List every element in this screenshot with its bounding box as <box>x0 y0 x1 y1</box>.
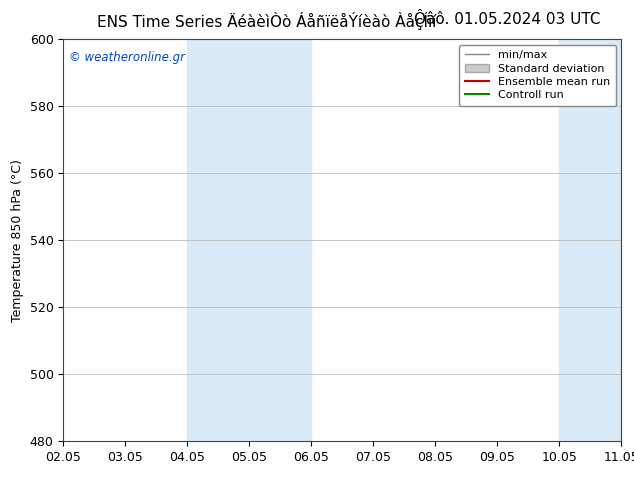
Legend: min/max, Standard deviation, Ensemble mean run, Controll run: min/max, Standard deviation, Ensemble me… <box>459 45 616 106</box>
Bar <box>249 39 311 441</box>
Bar <box>188 39 249 441</box>
Y-axis label: Temperature 850 hPa (°C): Temperature 850 hPa (°C) <box>11 159 24 321</box>
Text: © weatheronline.gr: © weatheronline.gr <box>69 51 185 64</box>
Text: ENS Time Series ÄéàèìÒò ÁåñïëåÝíèàò ÀåçÍïí: ENS Time Series ÄéàèìÒò ÁåñïëåÝíèàò ÀåçÍ… <box>96 12 436 30</box>
Text: Ôâô. 01.05.2024 03 UTC: Ôâô. 01.05.2024 03 UTC <box>414 12 600 27</box>
Bar <box>559 39 621 441</box>
